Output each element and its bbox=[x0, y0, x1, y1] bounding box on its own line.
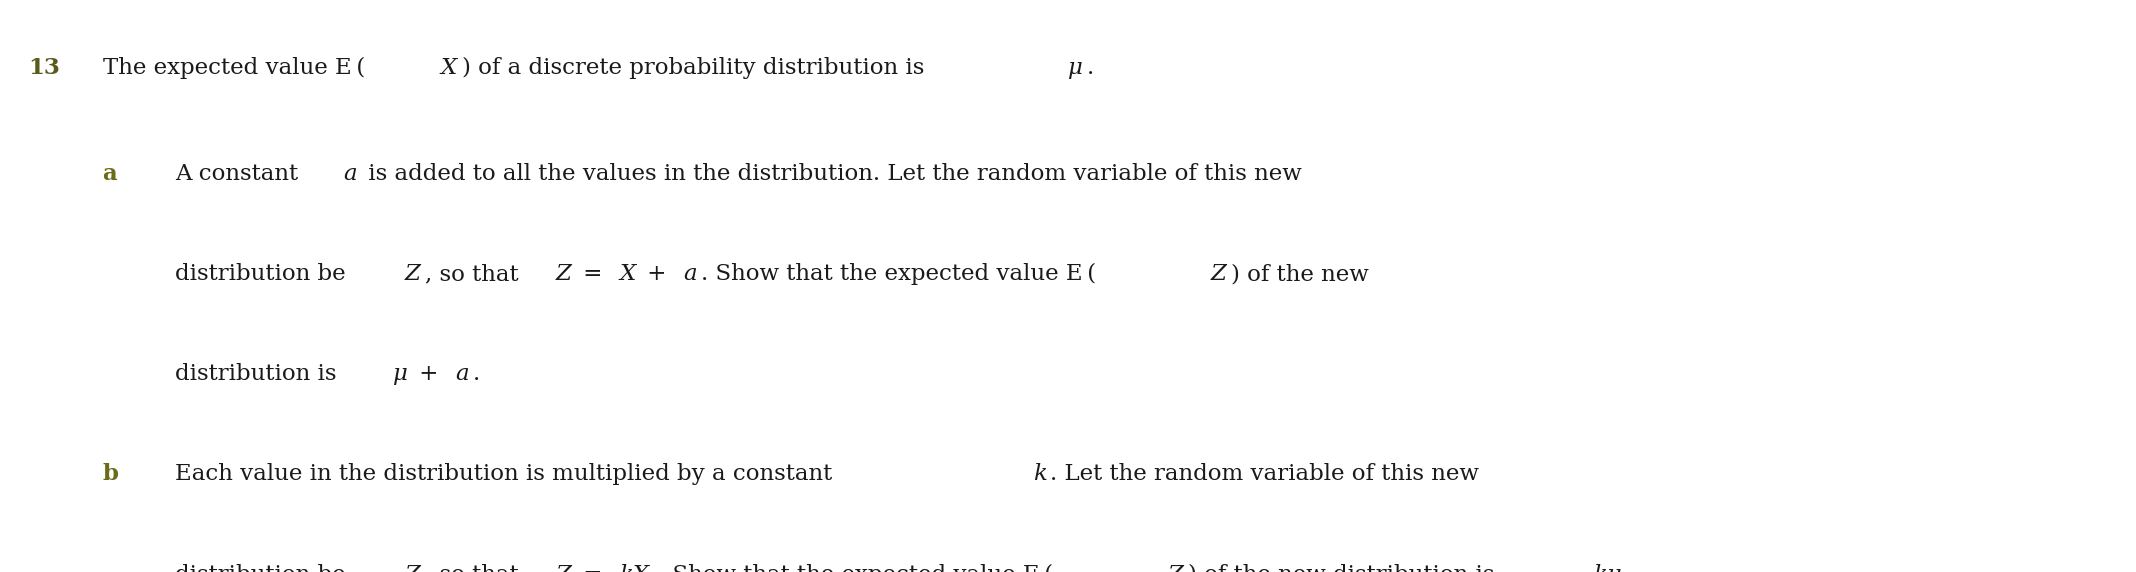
Text: .: . bbox=[1630, 563, 1638, 572]
Text: μ: μ bbox=[1068, 57, 1083, 80]
Text: k: k bbox=[1032, 463, 1047, 486]
Text: distribution be: distribution be bbox=[175, 563, 352, 572]
Text: distribution is: distribution is bbox=[175, 363, 344, 386]
Text: Z: Z bbox=[404, 263, 421, 285]
Text: . Show that the expected value E (: . Show that the expected value E ( bbox=[701, 263, 1096, 285]
Text: X: X bbox=[440, 57, 457, 80]
Text: kX: kX bbox=[619, 563, 649, 572]
Text: , so that: , so that bbox=[425, 563, 525, 572]
Text: b: b bbox=[103, 463, 117, 486]
Text: a: a bbox=[684, 263, 696, 285]
Text: Z: Z bbox=[1168, 563, 1183, 572]
Text: Z: Z bbox=[555, 563, 570, 572]
Text: ) of a discrete probability distribution is: ) of a discrete probability distribution… bbox=[461, 57, 931, 80]
Text: =: = bbox=[577, 563, 609, 572]
Text: =: = bbox=[577, 263, 609, 285]
Text: ) of the new distribution is: ) of the new distribution is bbox=[1188, 563, 1502, 572]
Text: ) of the new: ) of the new bbox=[1232, 263, 1369, 285]
Text: X: X bbox=[619, 263, 634, 285]
Text: 13: 13 bbox=[28, 57, 60, 80]
Text: kμ: kμ bbox=[1593, 563, 1621, 572]
Text: a: a bbox=[344, 163, 357, 185]
Text: Each value in the distribution is multiplied by a constant: Each value in the distribution is multip… bbox=[175, 463, 839, 486]
Text: A constant: A constant bbox=[175, 163, 305, 185]
Text: a: a bbox=[455, 363, 470, 386]
Text: . Show that the expected value E (: . Show that the expected value E ( bbox=[658, 563, 1053, 572]
Text: The expected value E (: The expected value E ( bbox=[103, 57, 365, 80]
Text: +: + bbox=[412, 363, 446, 386]
Text: . Let the random variable of this new: . Let the random variable of this new bbox=[1051, 463, 1480, 486]
Text: .: . bbox=[472, 363, 481, 386]
Text: a: a bbox=[103, 163, 117, 185]
Text: Z: Z bbox=[404, 563, 421, 572]
Text: +: + bbox=[641, 263, 673, 285]
Text: Z: Z bbox=[555, 263, 570, 285]
Text: , so that: , so that bbox=[425, 263, 525, 285]
Text: distribution be: distribution be bbox=[175, 263, 352, 285]
Text: .: . bbox=[1087, 57, 1094, 80]
Text: Z: Z bbox=[1211, 263, 1226, 285]
Text: μ: μ bbox=[393, 363, 408, 386]
Text: is added to all the values in the distribution. Let the random variable of this : is added to all the values in the distri… bbox=[361, 163, 1301, 185]
